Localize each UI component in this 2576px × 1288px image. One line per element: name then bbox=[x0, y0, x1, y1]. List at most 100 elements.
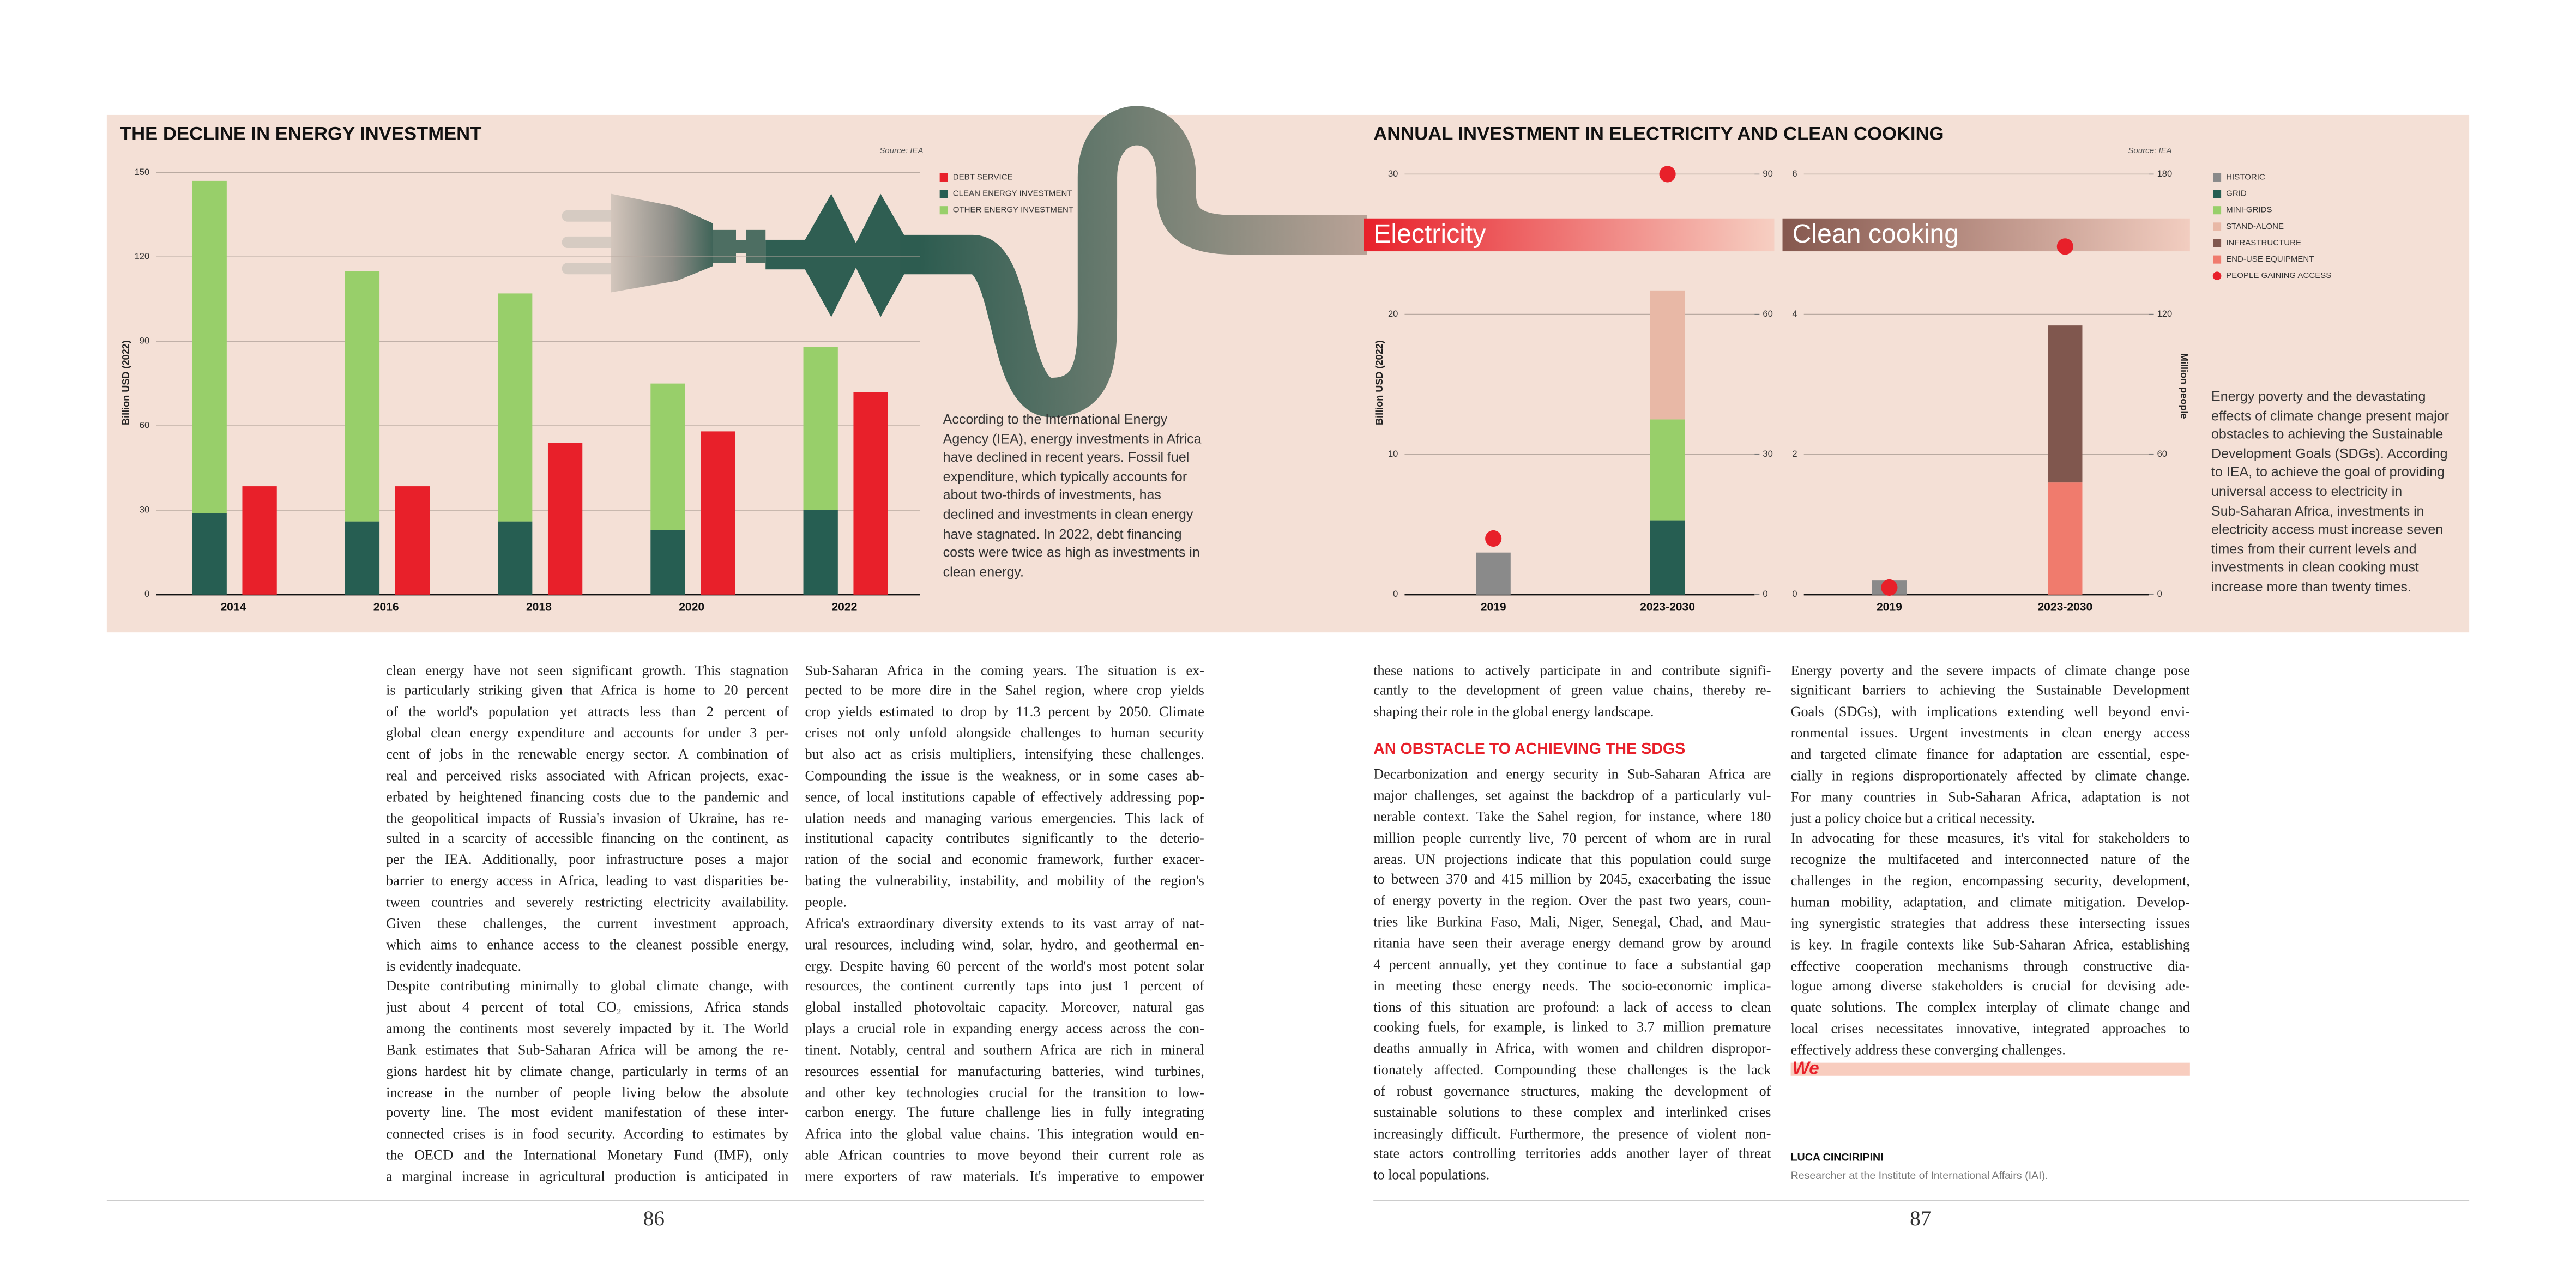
y2-tick-label: 30 bbox=[1763, 449, 1772, 459]
y-tick-label: 90 bbox=[140, 336, 149, 346]
x-tick-label: 2016 bbox=[373, 601, 399, 614]
legend-swatch bbox=[939, 206, 948, 215]
y2-tick-label: 60 bbox=[1763, 309, 1772, 319]
body-text-line: deaths annually in Africa, with women an… bbox=[1373, 1040, 1771, 1057]
body-text-line: the geopolitical impacts of Russia's inv… bbox=[386, 809, 789, 826]
source: Source: IEA bbox=[2128, 146, 2171, 155]
y-tick-label: 0 bbox=[1393, 589, 1398, 599]
bar bbox=[853, 392, 888, 595]
body-text-line: quate solutions. The complex interplay o… bbox=[1790, 999, 2190, 1015]
body-text-line: cent of jobs in the renewable energy sec… bbox=[386, 746, 789, 763]
body-text-line: people. bbox=[805, 893, 847, 910]
body-text-line: shaping their role in the global energy … bbox=[1373, 703, 1654, 720]
body-text-line: significant barriers to achieving the Su… bbox=[1790, 682, 2190, 699]
body-text-line: crop yields estimated to drop by 11.3 pe… bbox=[805, 703, 1204, 720]
body-text-line: pected to be more dire in the Sahel regi… bbox=[805, 682, 1204, 699]
y-tick-label: 30 bbox=[1388, 168, 1398, 179]
body-text-line: tionately affected. Compounding these ch… bbox=[1373, 1061, 1771, 1078]
body-text-line: million people currently live, 70 percen… bbox=[1373, 829, 1771, 845]
chart-caption: have declined in recent years. Fossil fu… bbox=[943, 449, 1190, 465]
y2-tick-label: 90 bbox=[1763, 168, 1772, 179]
body-text-line: erbated by heightened financing costs du… bbox=[386, 788, 789, 805]
y-tick-label: 30 bbox=[140, 504, 149, 515]
x-tick-label: 2023-2030 bbox=[1640, 601, 1695, 614]
body-text-line: ritania have seen their average energy d… bbox=[1373, 934, 1771, 951]
chart-caption: expenditure, which typically accounts fo… bbox=[943, 468, 1187, 485]
body-text-line: Sub-Saharan Africa in the coming years. … bbox=[805, 661, 1204, 678]
legend-swatch bbox=[939, 173, 948, 182]
body-text-line: Africa's extraordinary diversity extends… bbox=[805, 914, 1204, 931]
body-text-line: increasingly difficult. Furthermore, the… bbox=[1373, 1124, 1771, 1141]
author-name: LUCA CINCIRIPINI bbox=[1791, 1152, 1884, 1164]
legend-swatch bbox=[2213, 173, 2222, 182]
bar bbox=[2048, 325, 2083, 483]
legend-label: INFRASTRUCTURE bbox=[2226, 238, 2301, 247]
legend-label: PEOPLE GAINING ACCESS bbox=[2226, 271, 2331, 280]
y2-axis-label: Million people bbox=[2179, 353, 2189, 419]
chart-caption: Sub-Saharan Africa, investments in bbox=[2211, 501, 2424, 519]
legend-label: STAND-ALONE bbox=[2226, 222, 2284, 231]
body-text-line: able African countries to move beyond th… bbox=[805, 1146, 1204, 1163]
y-tick-label: 0 bbox=[1792, 589, 1797, 599]
body-text-line: per the IEA. Additionally, poor infrastr… bbox=[386, 851, 789, 868]
x-tick-label: 2020 bbox=[679, 601, 704, 614]
body-text-line: resources, the continent currently taps … bbox=[805, 978, 1204, 995]
body-text-line: Africa into the global value chains. Thi… bbox=[805, 1126, 1204, 1142]
y2-tick-label: 0 bbox=[2157, 589, 2162, 599]
body-text-line: institutional capacity contributes signi… bbox=[805, 830, 1204, 847]
body-text-line: and other key technologies crucial for t… bbox=[805, 1083, 1204, 1100]
y-tick-label: 150 bbox=[135, 167, 150, 177]
chart-caption: costs were twice as high as investments … bbox=[943, 543, 1200, 561]
body-text-line: effectively address these converging cha… bbox=[1790, 1041, 2066, 1058]
body-text-line: is key. In fragile contexts like Sub-Sah… bbox=[1790, 935, 2190, 952]
y-tick-label: 120 bbox=[135, 251, 150, 262]
body-text-line: effective cooperation mechanisms through… bbox=[1790, 957, 2190, 973]
legend-swatch bbox=[2213, 222, 2222, 231]
body-text-line: just about 4 percent of total CO₂ emissi… bbox=[386, 999, 789, 1015]
body-text-line: Compounding the issue is the weakness, o… bbox=[805, 766, 1204, 783]
body-text-line: in meeting these energy needs. The socio… bbox=[1373, 976, 1771, 994]
body-text-line: tinent. Notably, central and southern Af… bbox=[805, 1041, 1204, 1058]
body-text-line: of the world's population yet attracts l… bbox=[386, 703, 789, 720]
body-text-line: tween countries and severely restricting… bbox=[386, 893, 789, 910]
body-text-line: local crises necessitates innovative, in… bbox=[1790, 1020, 2190, 1037]
bar bbox=[345, 271, 380, 522]
x-tick-label: 2018 bbox=[526, 601, 552, 614]
body-text-line: sence, of local institutions capable of … bbox=[805, 788, 1204, 805]
plug-illustration bbox=[562, 106, 1367, 418]
body-text-line: ulation needs and managing various emerg… bbox=[805, 809, 1204, 826]
author-role: Researcher at the Institute of Internati… bbox=[1791, 1170, 2048, 1182]
legend-swatch bbox=[939, 190, 948, 198]
body-text-line: tries like Burkina Faso, Mali, Niger, Se… bbox=[1373, 913, 1771, 930]
body-text-line: Despite contributing minimally to global… bbox=[386, 978, 789, 995]
chart-caption: effects of climate change present major bbox=[2211, 407, 2449, 424]
body-text-line: ing synergistic strategies that address … bbox=[1790, 914, 2190, 931]
body-text-line: tions of this situation are profound: a … bbox=[1373, 997, 1771, 1014]
body-text-line: sulted in a scarcity of accessible finan… bbox=[386, 830, 789, 847]
body-text-line: just a policy choice but a critical nece… bbox=[1790, 809, 2035, 826]
body-text-line: nerable context. Take the Sahel region, … bbox=[1373, 808, 1771, 825]
y-tick-label: 6 bbox=[1792, 168, 1797, 179]
body-text-line: Given these challenges, the current inve… bbox=[386, 914, 789, 931]
body-text-line: of robust governance structures, making … bbox=[1373, 1082, 1771, 1099]
body-text-line: ronmental issues. Urgent investments in … bbox=[1790, 724, 2190, 741]
legend-swatch bbox=[2213, 206, 2222, 215]
chart-title: ANNUAL INVESTMENT IN ELECTRICITY AND CLE… bbox=[1373, 123, 1944, 144]
chart-caption: According to the International Energy bbox=[943, 410, 1168, 427]
body-text-line: gions hardest hit by climate change, par… bbox=[386, 1062, 789, 1079]
y-tick-label: 10 bbox=[1388, 449, 1398, 459]
chart-caption: investments in clean cooking must bbox=[2211, 559, 2419, 576]
legend-label: HISTORIC bbox=[2226, 172, 2265, 182]
body-text-line: ural resources, including wind, solar, h… bbox=[805, 935, 1204, 952]
bar bbox=[345, 521, 380, 595]
body-text-line: but also act as crisis multipliers, inte… bbox=[805, 746, 1204, 763]
bar bbox=[650, 383, 685, 530]
legend-swatch bbox=[2213, 190, 2222, 198]
body-text-line: barrier to energy access in Africa, lead… bbox=[386, 872, 789, 889]
y2-tick-label: 0 bbox=[1763, 589, 1767, 599]
body-text-line: connected crises is in food security. Ac… bbox=[386, 1126, 789, 1142]
bar bbox=[1476, 552, 1511, 595]
chart-caption: times from their current levels and bbox=[2211, 540, 2417, 557]
